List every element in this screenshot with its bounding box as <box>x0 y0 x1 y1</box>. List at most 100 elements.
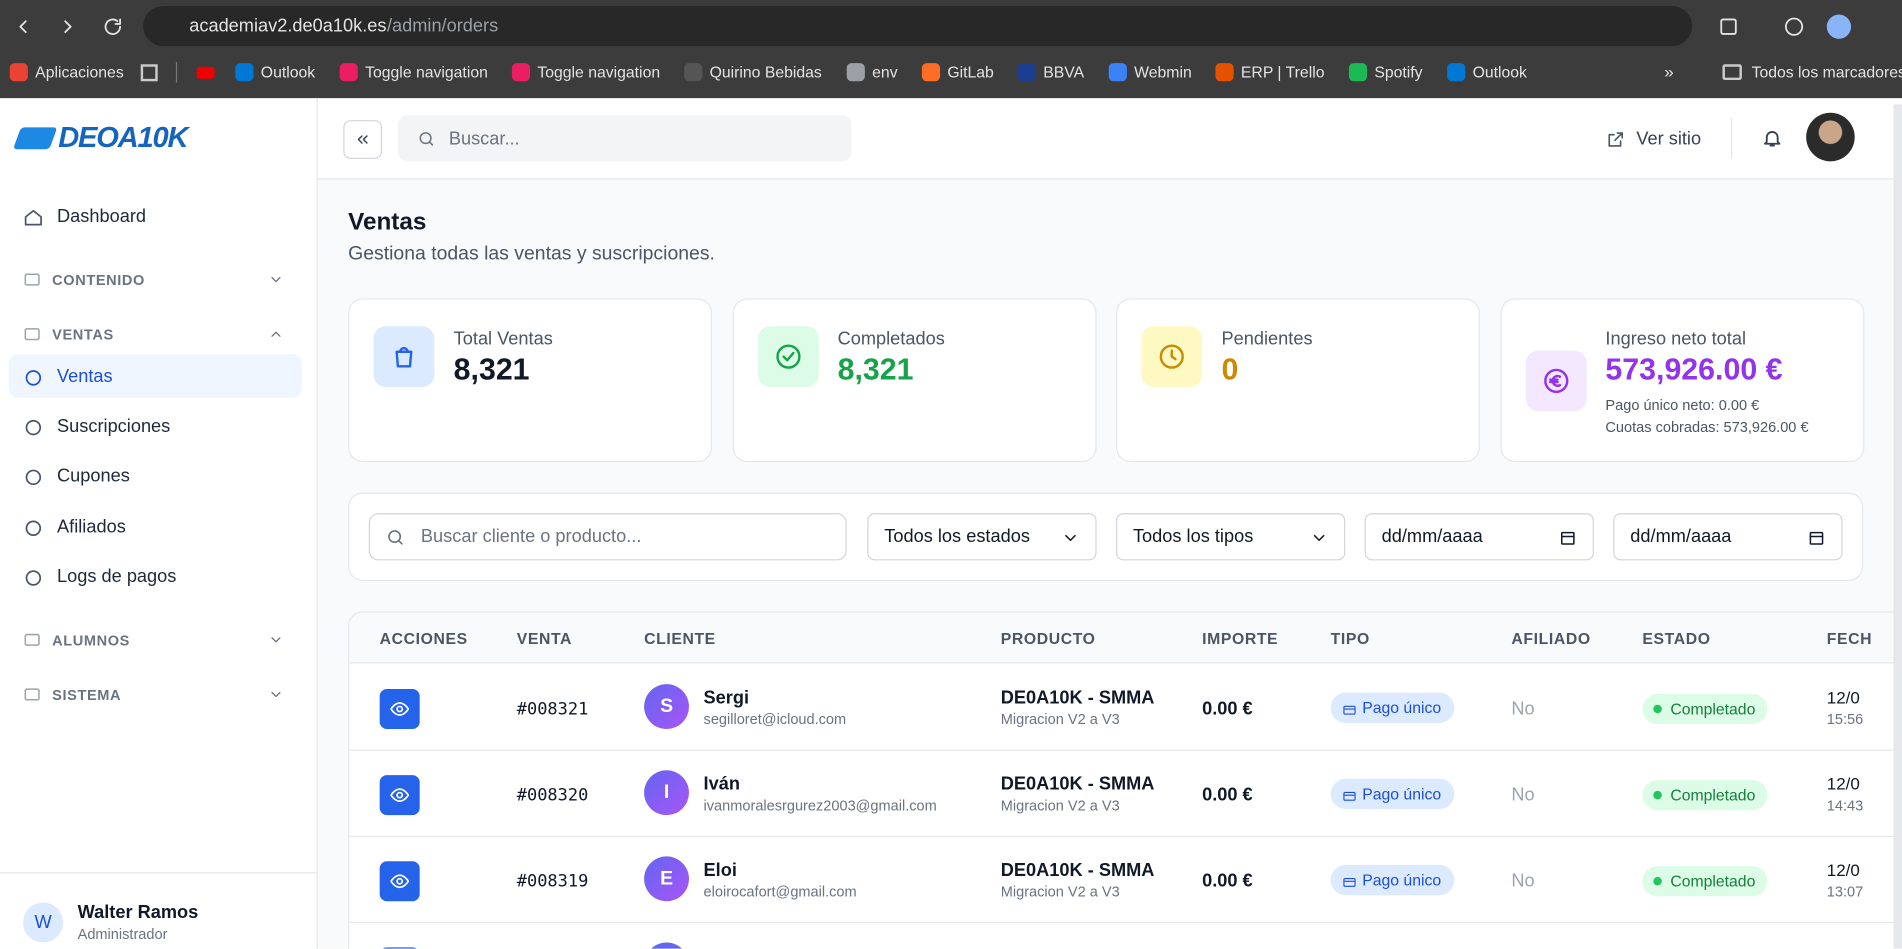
filter-icon <box>1807 529 1825 547</box>
chevron <box>268 632 284 648</box>
view-button[interactable] <box>379 861 420 902</box>
bookmark[interactable]: Aplicaciones <box>35 63 124 82</box>
icon-part <box>25 370 42 386</box>
section-title[interactable]: CONTENIDO <box>52 271 145 289</box>
filter-value: Todos los tipos <box>1132 526 1254 548</box>
bookmark[interactable]: Outlook <box>260 63 316 82</box>
icon-part <box>271 637 281 643</box>
filter-search[interactable]: Buscar cliente o producto... <box>368 513 847 561</box>
external-icon <box>1606 130 1625 149</box>
filter-select[interactable]: Todos los tipos <box>1115 513 1346 561</box>
bookmark-icon <box>1108 63 1127 82</box>
bookmark[interactable]: Webmin <box>1134 63 1192 82</box>
icon-part <box>1720 18 1737 35</box>
icon-part <box>1548 374 1561 387</box>
section-title[interactable]: SISTEMA <box>52 686 122 704</box>
icon-part <box>419 132 432 145</box>
nav-link[interactable]: Suscripciones <box>57 416 171 437</box>
avatar[interactable] <box>1806 112 1855 162</box>
row-border <box>349 749 1902 751</box>
client-email: eloirocafort@gmail.com <box>703 883 857 901</box>
user-role: Administrador <box>77 925 168 943</box>
icon-part <box>396 705 404 713</box>
stat-card: Total Ventas 8,321 <box>348 298 713 463</box>
filter-select[interactable]: Todos los estados <box>867 513 1097 561</box>
section-title[interactable]: VENTAS <box>52 326 114 344</box>
bookmark[interactable]: Toggle navigation <box>365 63 488 82</box>
stat-icon <box>757 326 819 387</box>
client-avatar: S <box>644 684 689 730</box>
icon-part <box>25 520 42 536</box>
all-bookmarks[interactable]: Todos los marcadores <box>1751 63 1902 82</box>
icon-part <box>24 210 42 226</box>
search-placeholder: Buscar cliente o producto... <box>420 526 642 548</box>
filters-panel: Buscar cliente o producto... Todos los es… <box>348 492 1864 582</box>
bookmark[interactable]: env <box>872 63 898 82</box>
bookmark-icon <box>921 63 941 82</box>
nav-link[interactable]: Afiliados <box>57 516 126 538</box>
bookmark[interactable]: ERP | Trello <box>1240 63 1325 82</box>
table-header <box>349 612 1902 664</box>
url-path: /admin/orders <box>386 15 499 37</box>
client-name: Sergi <box>703 687 750 709</box>
bookmark[interactable]: Spotify <box>1374 63 1423 82</box>
bookmark[interactable]: Toggle navigation <box>537 63 661 82</box>
user-name: Walter Ramos <box>77 902 199 924</box>
icon-part <box>25 419 42 436</box>
view-button[interactable] <box>379 775 420 816</box>
filter-select[interactable]: dd/mm/aaaa <box>1613 513 1843 561</box>
browser-button[interactable] <box>102 16 124 38</box>
bookmark-icon <box>846 63 865 82</box>
filter-select[interactable]: dd/mm/aaaa <box>1364 513 1594 561</box>
browser-button[interactable] <box>57 16 79 38</box>
type-icon <box>1343 873 1356 887</box>
icon-part <box>1313 534 1325 542</box>
icon-part <box>1784 17 1804 36</box>
stat-label: Total Ventas <box>453 328 553 350</box>
row-border <box>349 921 1902 924</box>
chevron <box>268 687 284 703</box>
client-avatar <box>644 942 689 949</box>
product-variant: Migracion V2 a V3 <box>1000 710 1120 728</box>
bookmark-icon <box>1348 63 1368 82</box>
icon-part <box>395 346 413 368</box>
nav-link[interactable]: Logs de pagos <box>57 566 177 588</box>
icon-part <box>1159 344 1184 369</box>
stat-icon <box>373 326 435 387</box>
stat-value: 573,926.00 € <box>1605 352 1783 387</box>
bell[interactable] <box>1761 127 1783 149</box>
type-icon <box>1343 701 1356 715</box>
filter-value: dd/mm/aaaa <box>1381 526 1483 548</box>
section-title[interactable]: ALUMNOS <box>52 631 131 649</box>
browser-button[interactable] <box>12 16 34 38</box>
bookmark[interactable]: BBVA <box>1043 63 1085 82</box>
column-header: ACCIONES <box>379 629 468 648</box>
nav-link[interactable]: Dashboard <box>57 206 147 227</box>
bookmark[interactable]: Outlook <box>1472 63 1527 82</box>
collapse-button[interactable] <box>343 120 383 159</box>
page-title: Ventas <box>348 208 427 236</box>
nav-link[interactable]: Cupones <box>57 465 130 487</box>
icon-part <box>24 688 40 701</box>
sidebar: DEOA10K Dashboard CONTENIDO VENTAS Ventas Sus… <box>0 98 318 949</box>
search-box[interactable]: Buscar... <box>397 115 852 162</box>
icon-part <box>1313 534 1325 542</box>
view-site[interactable]: Ver sitio <box>1636 128 1702 150</box>
logo: DEOA10K <box>58 121 188 155</box>
icon-part <box>25 520 42 536</box>
view-button[interactable] <box>379 688 420 730</box>
address-bar[interactable]: academiav2.de0a10k.es/admin/orders <box>143 6 1693 47</box>
date: 12/0 <box>1826 773 1860 794</box>
icon-part <box>25 570 42 586</box>
filter-value: Todos los estados <box>884 526 1030 548</box>
nav-link[interactable]: Ventas <box>57 366 113 387</box>
bookmark[interactable]: Quirino Bebidas <box>709 63 822 82</box>
divider <box>0 872 317 874</box>
bookmark[interactable]: GitLab <box>947 63 994 82</box>
icon-part <box>1159 344 1184 369</box>
icon-part <box>775 344 800 369</box>
column-header: FECH <box>1826 629 1873 648</box>
product-name: DE0A10K - SMMA <box>1000 773 1155 795</box>
